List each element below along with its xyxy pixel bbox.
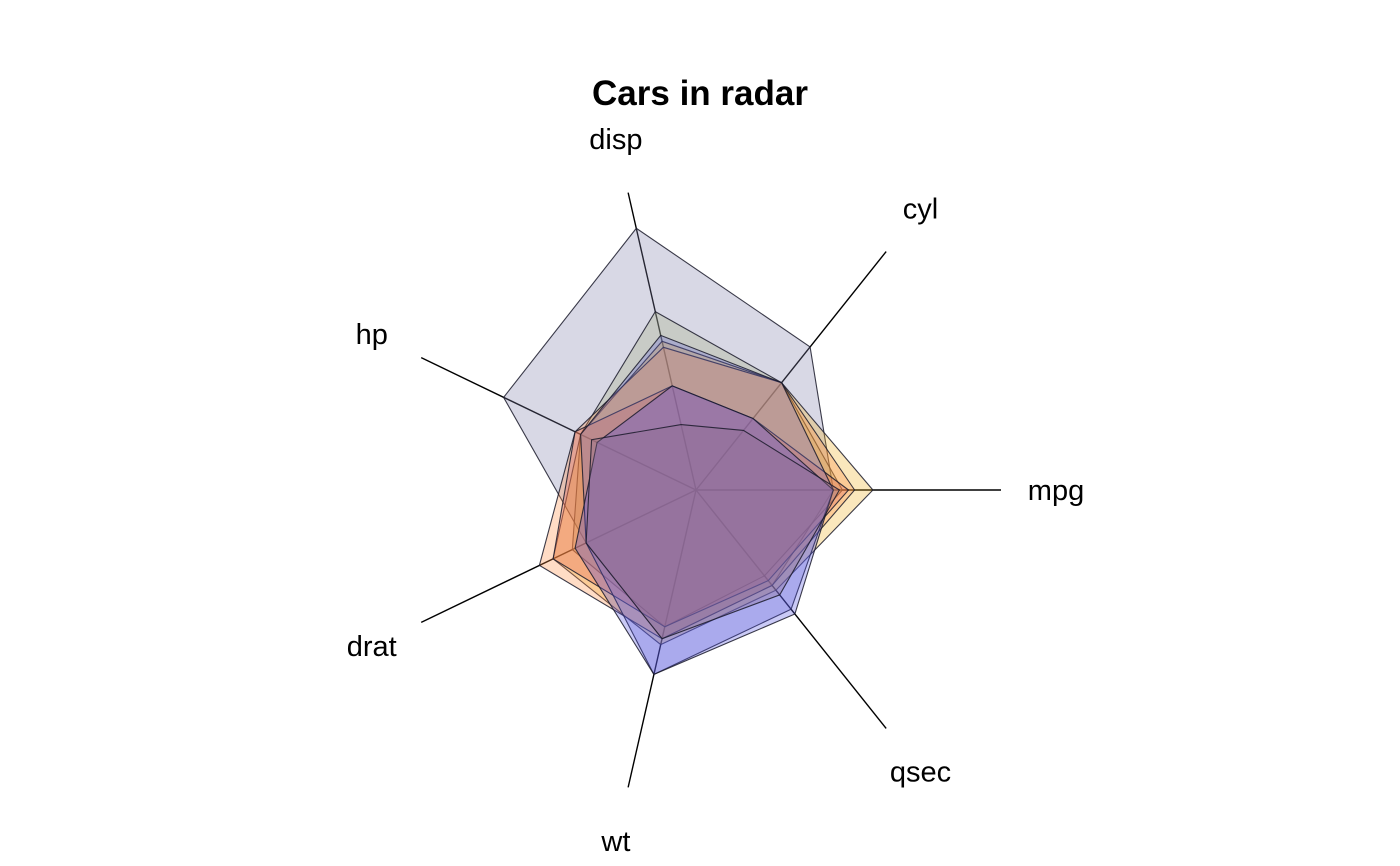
series-polygon-7 xyxy=(574,385,834,676)
chart-title: Cars in radar xyxy=(592,74,808,113)
series-polygon-4 xyxy=(538,346,856,640)
axis-label-disp: disp xyxy=(589,124,642,156)
series-polygon-3 xyxy=(552,340,874,646)
axis-label-cyl: cyl xyxy=(903,194,938,226)
axis-line-drat xyxy=(420,489,697,623)
axis-label-mpg: mpg xyxy=(1028,475,1084,507)
series-polygon-6 xyxy=(580,334,834,676)
axis-label-qsec: qsec xyxy=(890,757,951,789)
axis-label-drat: drat xyxy=(347,631,397,663)
axis-line-hp xyxy=(420,357,697,491)
series-polygon-8 xyxy=(585,424,841,640)
axis-line-cyl xyxy=(695,251,887,491)
axis-label-wt: wt xyxy=(600,826,630,858)
axis-label-hp: hp xyxy=(356,319,388,351)
series-polygon-2 xyxy=(571,310,844,628)
